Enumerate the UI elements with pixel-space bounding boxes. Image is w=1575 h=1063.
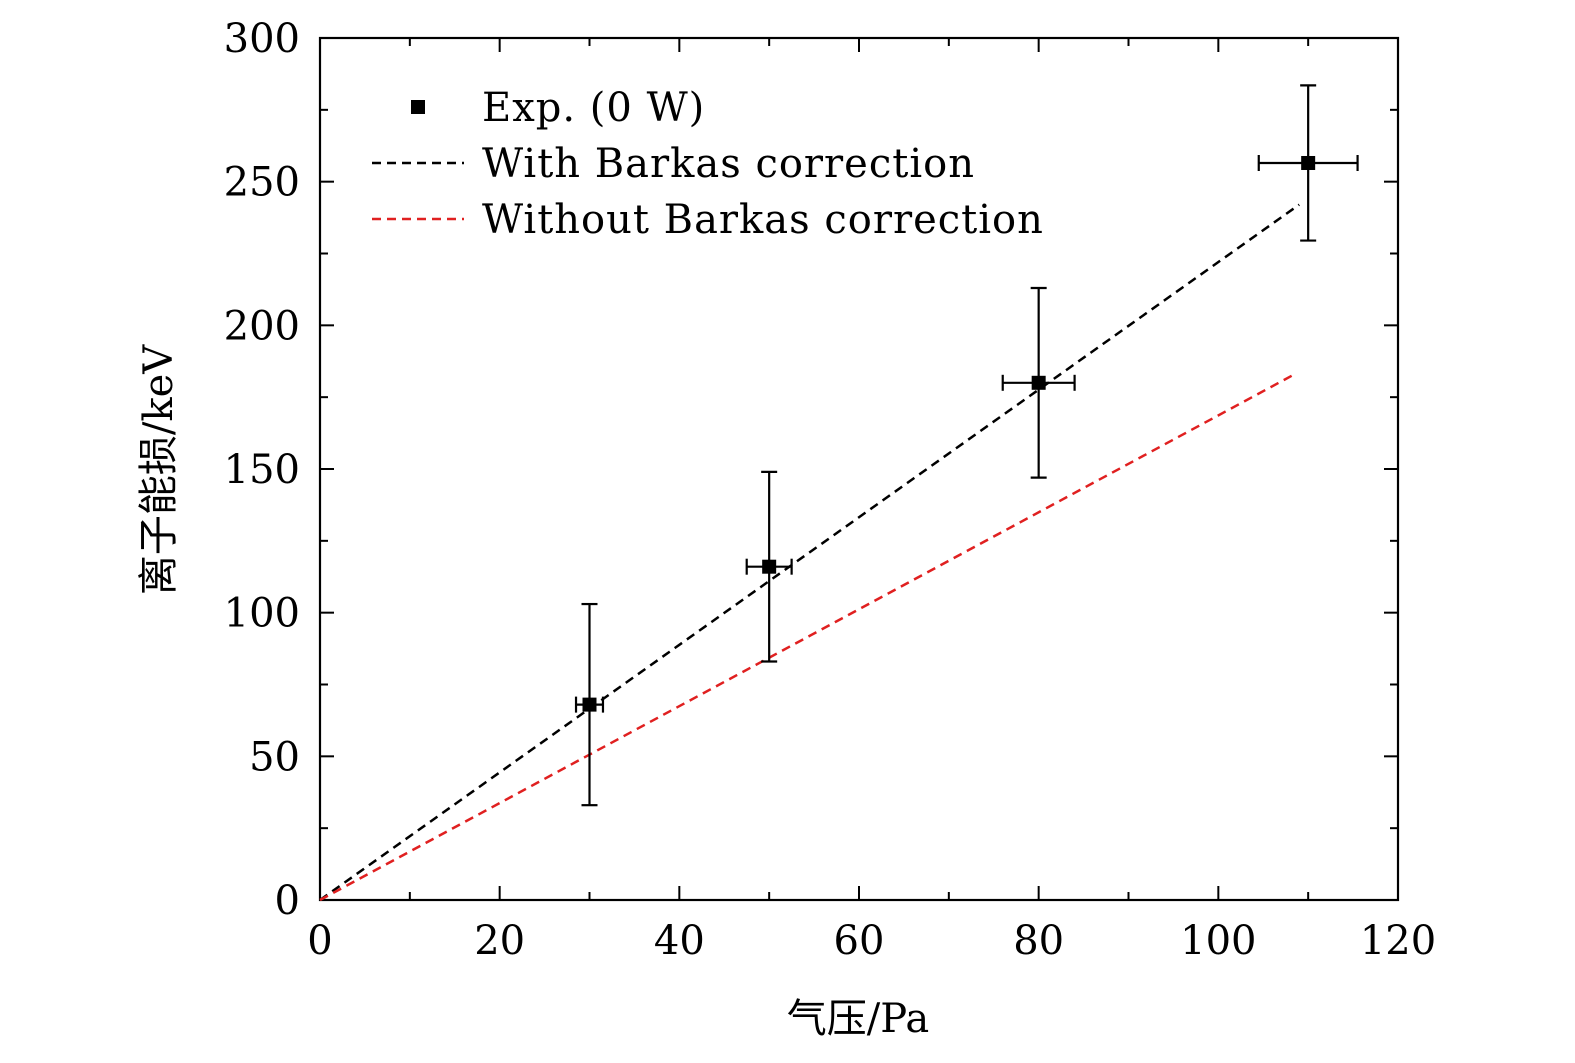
x-tick-label: 120 xyxy=(1360,918,1436,964)
x-axis-title: 气压/Pa xyxy=(787,996,929,1042)
y-tick-label: 150 xyxy=(224,447,300,493)
series-line-1 xyxy=(319,203,1300,902)
legend: Exp. (0 W) With Barkas correction Without … xyxy=(372,85,1044,243)
series-points xyxy=(574,84,1359,807)
legend-entry: Exp. (0 W) xyxy=(411,85,705,131)
data-point xyxy=(745,470,793,663)
legend-entry: Without Barkas correction xyxy=(372,197,1044,243)
y-tick-label: 0 xyxy=(275,878,300,924)
x-tick-label: 0 xyxy=(307,918,332,964)
x-tick-label: 60 xyxy=(834,918,885,964)
y-tick-label: 50 xyxy=(249,734,300,780)
legend-square-marker xyxy=(411,100,425,114)
axis-tick-labels: 0 20 40 60 80 100 120 0 50 100 150 200 250 300 xyxy=(224,16,1437,964)
data-point xyxy=(574,602,605,807)
data-point xyxy=(1257,84,1359,242)
y-axis-title: 离子能损/keV xyxy=(136,344,182,595)
square-marker xyxy=(762,559,777,574)
legend-entry: With Barkas correction xyxy=(372,141,975,187)
x-tick-label: 80 xyxy=(1013,918,1064,964)
series-lines xyxy=(319,203,1300,902)
y-tick-label: 100 xyxy=(224,591,300,637)
legend-label: With Barkas correction xyxy=(482,141,975,187)
legend-label: Exp. (0 W) xyxy=(482,85,705,131)
square-marker xyxy=(1301,155,1316,170)
y-tick-label: 250 xyxy=(224,160,300,206)
y-tick-label: 200 xyxy=(224,303,300,349)
series-line-2 xyxy=(319,373,1296,902)
x-tick-label: 20 xyxy=(474,918,525,964)
square-marker xyxy=(582,697,597,712)
legend-label: Without Barkas correction xyxy=(482,197,1044,243)
data-point xyxy=(1001,286,1076,479)
x-tick-label: 100 xyxy=(1180,918,1256,964)
square-marker xyxy=(1031,375,1046,390)
y-tick-label: 300 xyxy=(224,16,300,62)
x-tick-label: 40 xyxy=(654,918,705,964)
axis-ticks xyxy=(319,37,1399,901)
